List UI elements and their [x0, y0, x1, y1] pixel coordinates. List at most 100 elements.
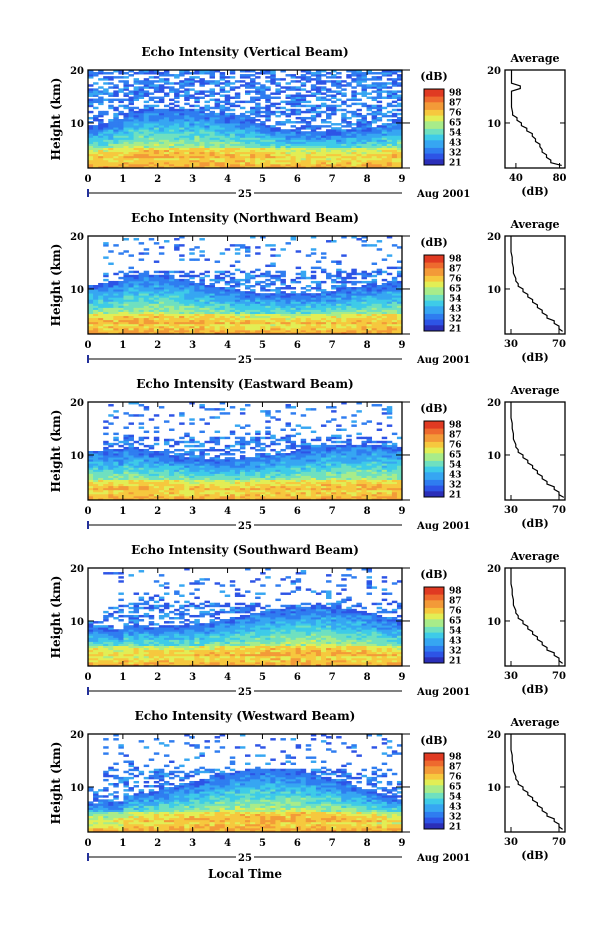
heatmap-cell [174, 311, 180, 314]
heatmap-cell [113, 489, 119, 493]
heatmap-cell [391, 165, 398, 169]
heatmap-cell [184, 147, 190, 151]
heatmap-cell [199, 119, 205, 122]
heatmap-cell [255, 325, 261, 329]
heatmap-cell [361, 147, 367, 151]
heatmap-cell [219, 153, 226, 157]
heatmap-cell [123, 483, 129, 487]
heatmap-cell [255, 155, 261, 159]
heatmap-cell [163, 240, 170, 243]
heatmap-cell [295, 100, 302, 104]
heatmap-cell [98, 291, 104, 294]
heatmap-cell [229, 491, 236, 495]
heatmap-cell [209, 287, 216, 290]
heatmap-cell [128, 163, 134, 167]
heatmap-cell [285, 242, 291, 245]
heatmap-cell [113, 329, 119, 333]
heatmap-cell [300, 133, 307, 136]
heatmap-cell [98, 131, 104, 134]
heatmap-cell [310, 331, 317, 335]
heatmap-cell [341, 80, 347, 83]
heatmap-cell [270, 125, 276, 128]
heatmap-cell [98, 70, 104, 73]
heatmap-cell [88, 285, 94, 288]
heatmap-cell [356, 301, 362, 304]
heatmap-cell [194, 157, 200, 161]
heatmap-cell [245, 307, 251, 310]
heatmap-cell [174, 285, 180, 288]
heatmap-cell [331, 309, 337, 312]
heatmap-cell [234, 116, 241, 120]
heatmap-cell [88, 323, 94, 327]
heatmap-cell [93, 317, 99, 321]
heatmap-cell [346, 280, 352, 284]
heatmap-cell [331, 76, 337, 79]
heatmap-cell [250, 479, 256, 483]
heatmap-cell [214, 102, 221, 106]
heatmap-cell [158, 495, 165, 499]
heatmap-cell [143, 121, 150, 124]
colorbar-segment [424, 136, 444, 139]
heatmap-cell [128, 497, 134, 501]
heatmap-cell [351, 293, 357, 296]
heatmap-cell [275, 315, 281, 319]
heatmap-cell [361, 153, 367, 157]
heatmap-cell [275, 270, 281, 274]
heatmap-cell [113, 475, 119, 478]
heatmap-cell [118, 483, 124, 487]
average-y-tick-label: 10 [487, 119, 501, 130]
heatmap-cell [341, 493, 347, 497]
heatmap-cell [128, 133, 134, 136]
heatmap-cell [270, 248, 276, 251]
heatmap-cell [315, 74, 322, 77]
heatmap-cell [194, 121, 200, 124]
heatmap-cell [366, 143, 373, 146]
heatmap-cell [351, 276, 357, 280]
heatmap-cell [300, 272, 307, 276]
heatmap-cell [326, 108, 332, 112]
heatmap-cell [396, 139, 403, 142]
heatmap-cell [366, 106, 373, 110]
heatmap-cell [361, 84, 367, 87]
heatmap-cell [305, 285, 312, 288]
heatmap-cell [391, 295, 398, 298]
heatmap-cell [148, 495, 155, 499]
heatmap-cell [199, 489, 205, 493]
heatmap-cell [194, 76, 200, 79]
heatmap-cell [376, 311, 383, 314]
heatmap-cell [305, 477, 312, 480]
heatmap-cell [184, 153, 190, 157]
heatmap-cell [300, 293, 307, 296]
heatmap-cell [295, 127, 302, 130]
heatmap-cell [260, 305, 266, 308]
heatmap-cell [386, 114, 393, 118]
heatmap-cell [290, 497, 297, 501]
heatmap-cell [199, 297, 205, 300]
heatmap-cell [138, 153, 145, 157]
heatmap-cell [113, 491, 119, 495]
heatmap-cell [280, 165, 286, 169]
heatmap-cell [93, 287, 99, 290]
heatmap-cell [229, 305, 236, 308]
heatmap-cell [245, 493, 251, 497]
heatmap-cell [290, 153, 297, 157]
heatmap-cell [163, 110, 170, 114]
heatmap-cell [371, 285, 378, 288]
heatmap-cell [250, 311, 256, 314]
heatmap-cell [93, 143, 99, 146]
heatmap-cell [184, 495, 190, 499]
heatmap-cell [179, 244, 185, 247]
heatmap-cell [153, 112, 160, 116]
heatmap-cell [255, 331, 261, 335]
heatmap-cell [103, 327, 109, 331]
colorbar-segment [424, 293, 444, 296]
heatmap-cell [250, 293, 256, 296]
heatmap-cell [163, 295, 170, 298]
heatmap-cell [234, 129, 241, 132]
heatmap-cell [189, 159, 195, 163]
heatmap-cell [396, 137, 403, 140]
heatmap-cell [280, 295, 286, 298]
average-frame [504, 69, 566, 169]
heatmap-cell [123, 285, 129, 288]
heatmap-cell [336, 82, 342, 85]
